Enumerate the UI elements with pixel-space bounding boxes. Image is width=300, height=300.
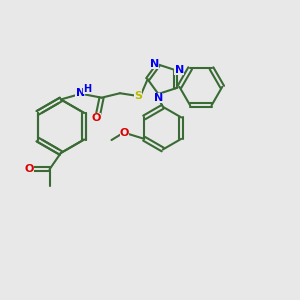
Text: O: O — [120, 128, 129, 138]
Text: H: H — [82, 84, 91, 94]
Text: N: N — [175, 64, 184, 75]
Text: N: N — [154, 93, 163, 103]
Text: S: S — [134, 91, 142, 100]
Text: N: N — [150, 59, 159, 69]
Text: O: O — [92, 113, 101, 124]
Text: N: N — [76, 88, 85, 98]
Text: O: O — [24, 164, 33, 174]
